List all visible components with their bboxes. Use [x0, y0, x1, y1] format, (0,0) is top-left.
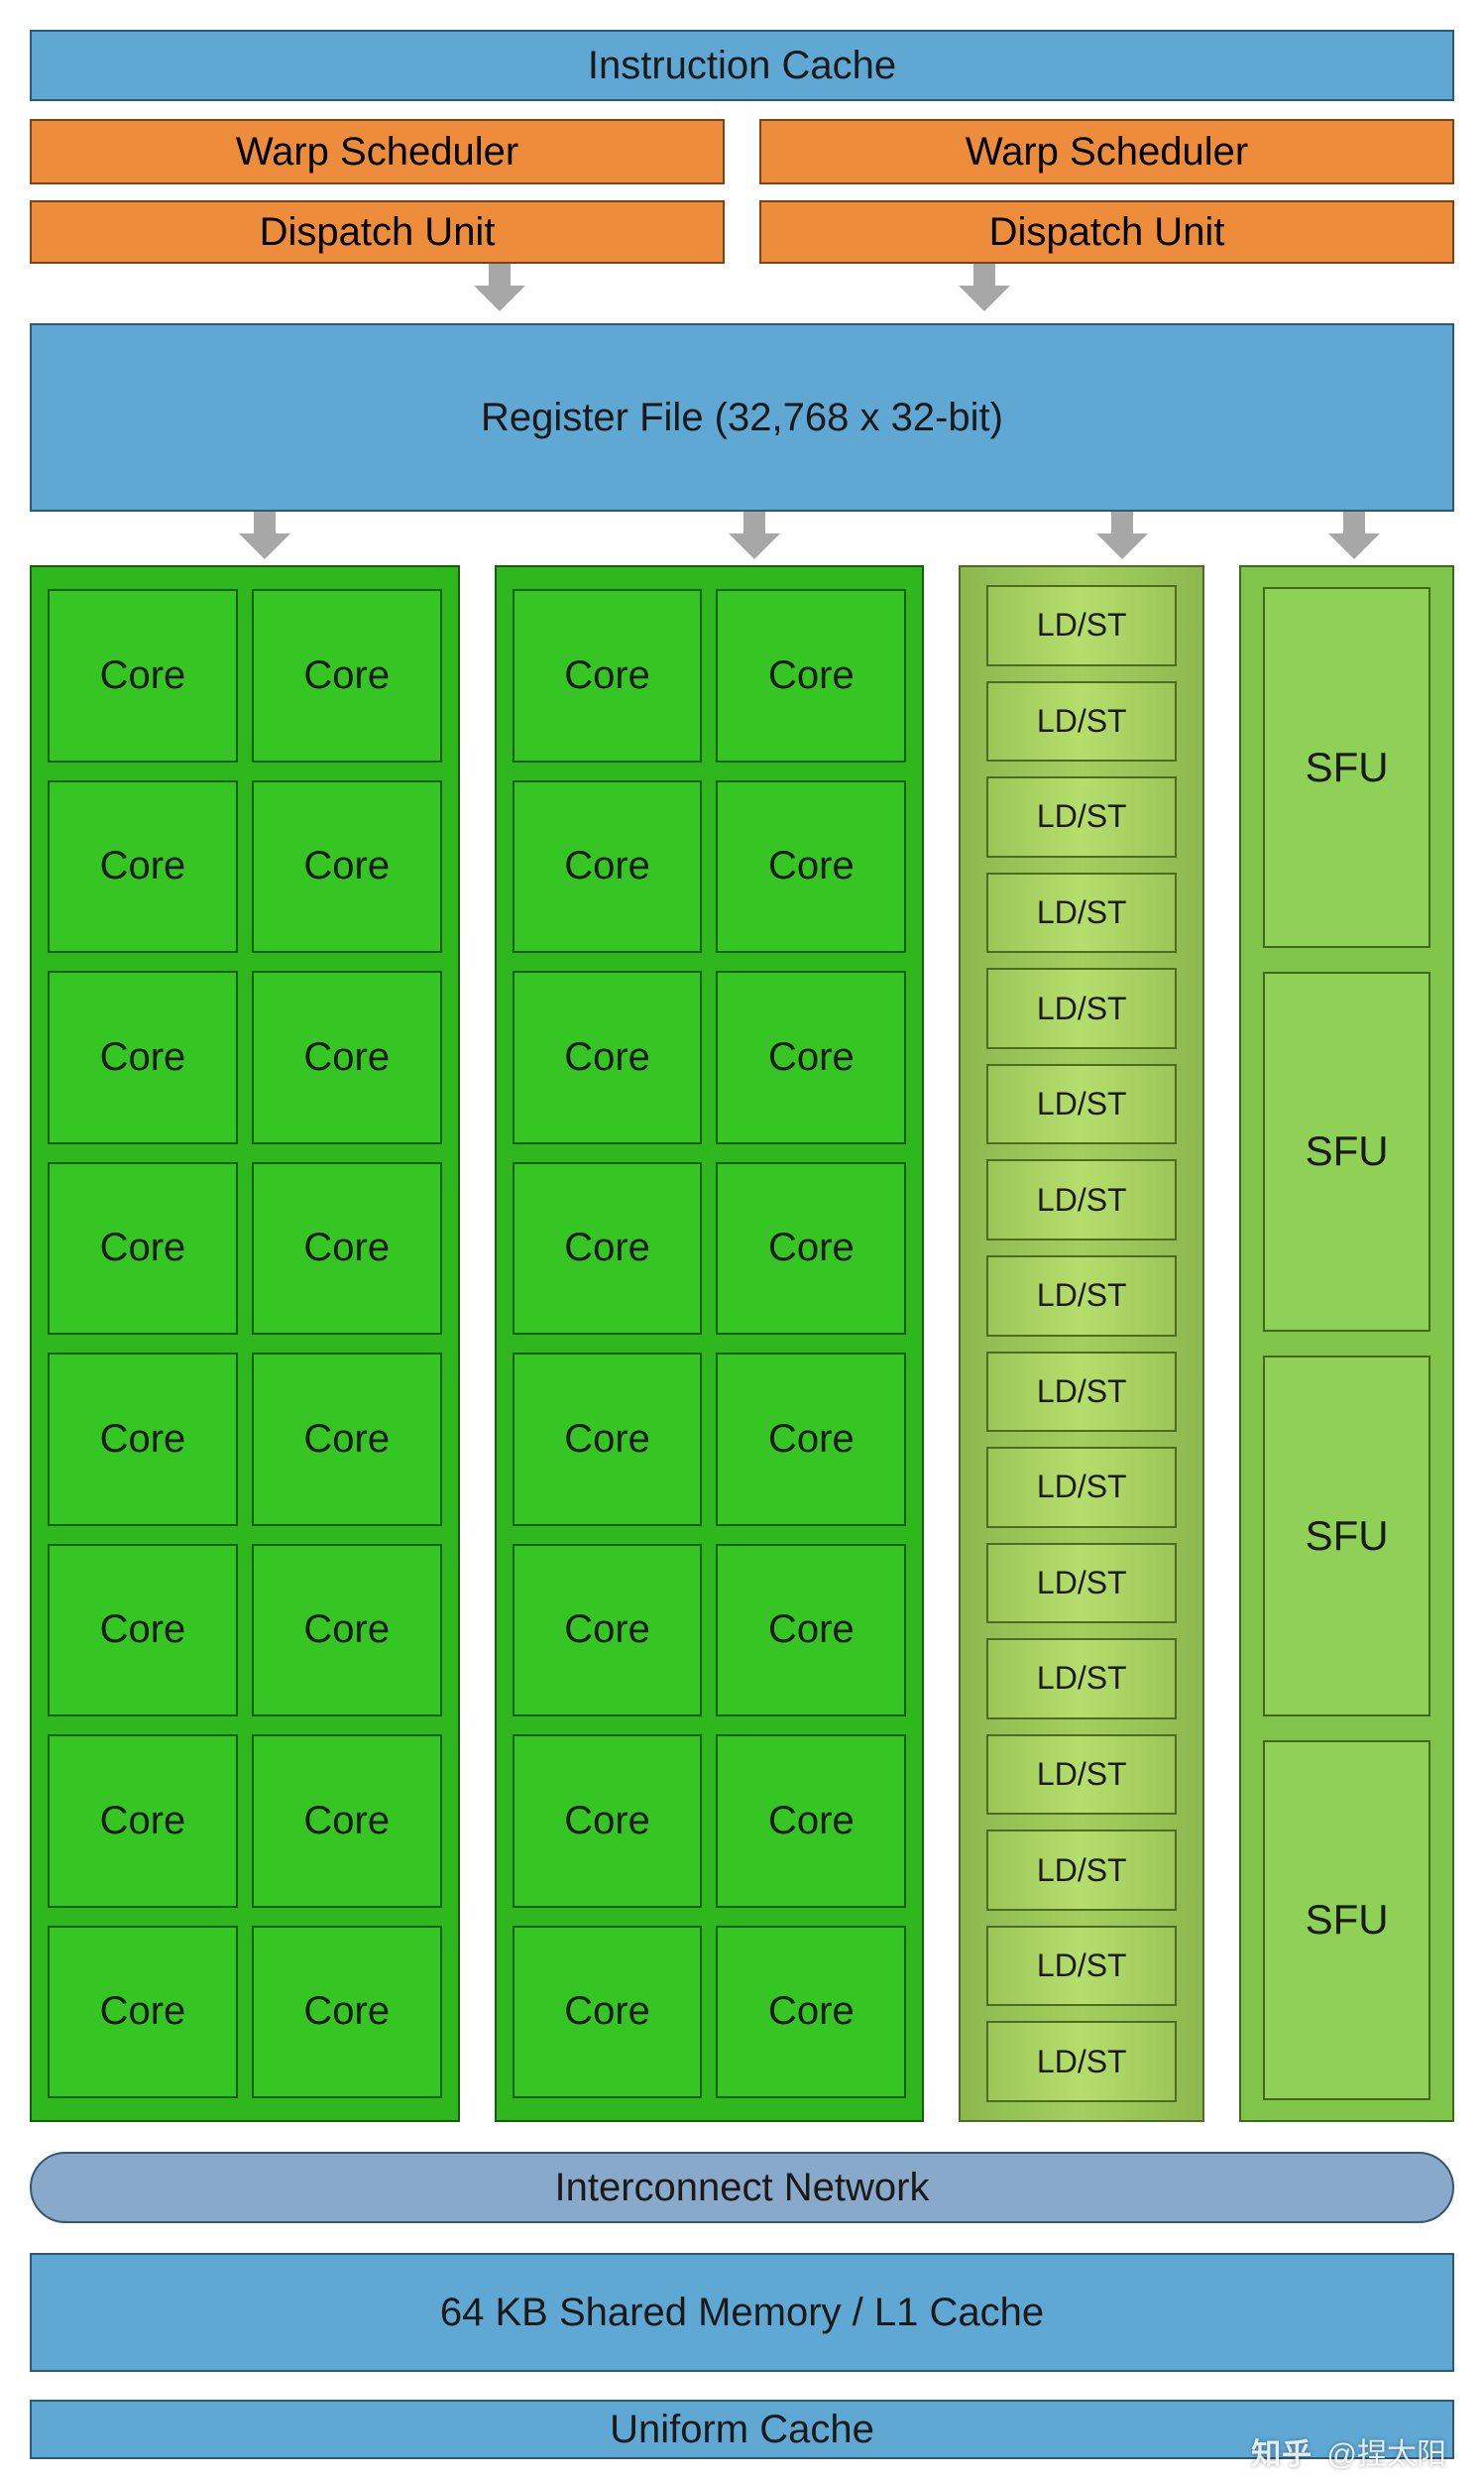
ldst-cell: LD/ST	[986, 873, 1177, 954]
core-cell: Core	[252, 1544, 442, 1717]
dispatch-unit-right: Dispatch Unit	[759, 200, 1454, 264]
core-cell: Core	[716, 780, 906, 954]
execution-units-row: CoreCoreCoreCoreCoreCoreCoreCoreCoreCore…	[30, 565, 1454, 2122]
sfu-cell: SFU	[1263, 972, 1430, 1333]
core-cell: Core	[513, 971, 703, 1144]
warp-scheduler-right: Warp Scheduler	[759, 119, 1454, 184]
sfu-cell: SFU	[1263, 1740, 1430, 2101]
dispatch-unit-left: Dispatch Unit	[30, 200, 725, 264]
down-arrow-icon	[1328, 512, 1380, 559]
core-cell: Core	[716, 1162, 906, 1336]
core-cell: Core	[513, 1544, 703, 1717]
core-cell: Core	[48, 971, 238, 1144]
core-cell: Core	[252, 1734, 442, 1908]
core-cell: Core	[716, 1353, 906, 1526]
ldst-cell: LD/ST	[986, 1734, 1177, 1816]
interconnect-network-block: Interconnect Network	[30, 2152, 1454, 2223]
warp-scheduler-left: Warp Scheduler	[30, 119, 725, 184]
sfu-cell: SFU	[1263, 1356, 1430, 1716]
ldst-cell: LD/ST	[986, 1926, 1177, 2007]
core-cell: Core	[716, 1734, 906, 1908]
ldst-cell: LD/ST	[986, 1830, 1177, 1911]
ldst-cell: LD/ST	[986, 1064, 1177, 1145]
core-group-1: CoreCoreCoreCoreCoreCoreCoreCoreCoreCore…	[30, 565, 460, 2122]
ldst-cell: LD/ST	[986, 776, 1177, 858]
shared-memory-l1-block: 64 KB Shared Memory / L1 Cache	[30, 2253, 1454, 2372]
down-arrow-icon	[474, 264, 525, 311]
sfu-cell: SFU	[1263, 587, 1430, 948]
core-cell: Core	[513, 1734, 703, 1908]
ldst-cell: LD/ST	[986, 1447, 1177, 1528]
core-cell: Core	[513, 1353, 703, 1526]
core-group-2: CoreCoreCoreCoreCoreCoreCoreCoreCoreCore…	[495, 565, 925, 2122]
core-cell: Core	[48, 589, 238, 763]
ldst-cell: LD/ST	[986, 1352, 1177, 1433]
core-cell: Core	[252, 971, 442, 1144]
core-cell: Core	[513, 780, 703, 954]
core-cell: Core	[716, 589, 906, 763]
sfu-group: SFU SFU SFU SFU	[1239, 565, 1454, 2122]
ldst-cell: LD/ST	[986, 2021, 1177, 2102]
core-cell: Core	[513, 589, 703, 763]
ldst-cell: LD/ST	[986, 1159, 1177, 1240]
ldst-cell: LD/ST	[986, 1543, 1177, 1624]
core-cell: Core	[716, 1544, 906, 1717]
register-file-block: Register File (32,768 x 32-bit)	[30, 323, 1454, 512]
core-cell: Core	[48, 1544, 238, 1717]
ldst-cell: LD/ST	[986, 1638, 1177, 1719]
core-cell: Core	[48, 1926, 238, 2099]
instruction-cache-block: Instruction Cache	[30, 30, 1454, 101]
arrow-row-regfile-to-exec	[30, 512, 1454, 561]
core-cell: Core	[716, 1926, 906, 2099]
ldst-cell: LD/ST	[986, 585, 1177, 666]
core-cell: Core	[513, 1926, 703, 2099]
ldst-cell: LD/ST	[986, 1255, 1177, 1337]
down-arrow-icon	[729, 512, 780, 559]
core-cell: Core	[252, 780, 442, 954]
watermark: 知乎 @捏太阳	[30, 2429, 1454, 2469]
core-cell: Core	[48, 780, 238, 954]
core-cell: Core	[252, 1162, 442, 1336]
down-arrow-icon	[959, 264, 1010, 311]
ldst-cell: LD/ST	[986, 681, 1177, 763]
arrow-row-dispatch-to-regfile	[30, 264, 1454, 313]
dispatch-unit-row: Dispatch Unit Dispatch Unit	[30, 200, 1454, 264]
core-cell: Core	[252, 1926, 442, 2099]
core-cell: Core	[252, 589, 442, 763]
core-cell: Core	[716, 971, 906, 1144]
watermark-brand: 知乎	[1251, 2438, 1313, 2471]
core-cell: Core	[48, 1734, 238, 1908]
core-cell: Core	[252, 1353, 442, 1526]
watermark-handle: @捏太阳	[1327, 2438, 1446, 2471]
core-cell: Core	[48, 1353, 238, 1526]
core-cell: Core	[513, 1162, 703, 1336]
ldst-group: LD/ST LD/ST LD/ST LD/ST LD/ST LD/ST LD/ST LD/ST…	[959, 565, 1204, 2122]
down-arrow-icon	[239, 512, 290, 559]
ldst-cell: LD/ST	[986, 968, 1177, 1049]
core-cell: Core	[48, 1162, 238, 1336]
down-arrow-icon	[1096, 512, 1148, 559]
warp-scheduler-row: Warp Scheduler Warp Scheduler	[30, 119, 1454, 184]
